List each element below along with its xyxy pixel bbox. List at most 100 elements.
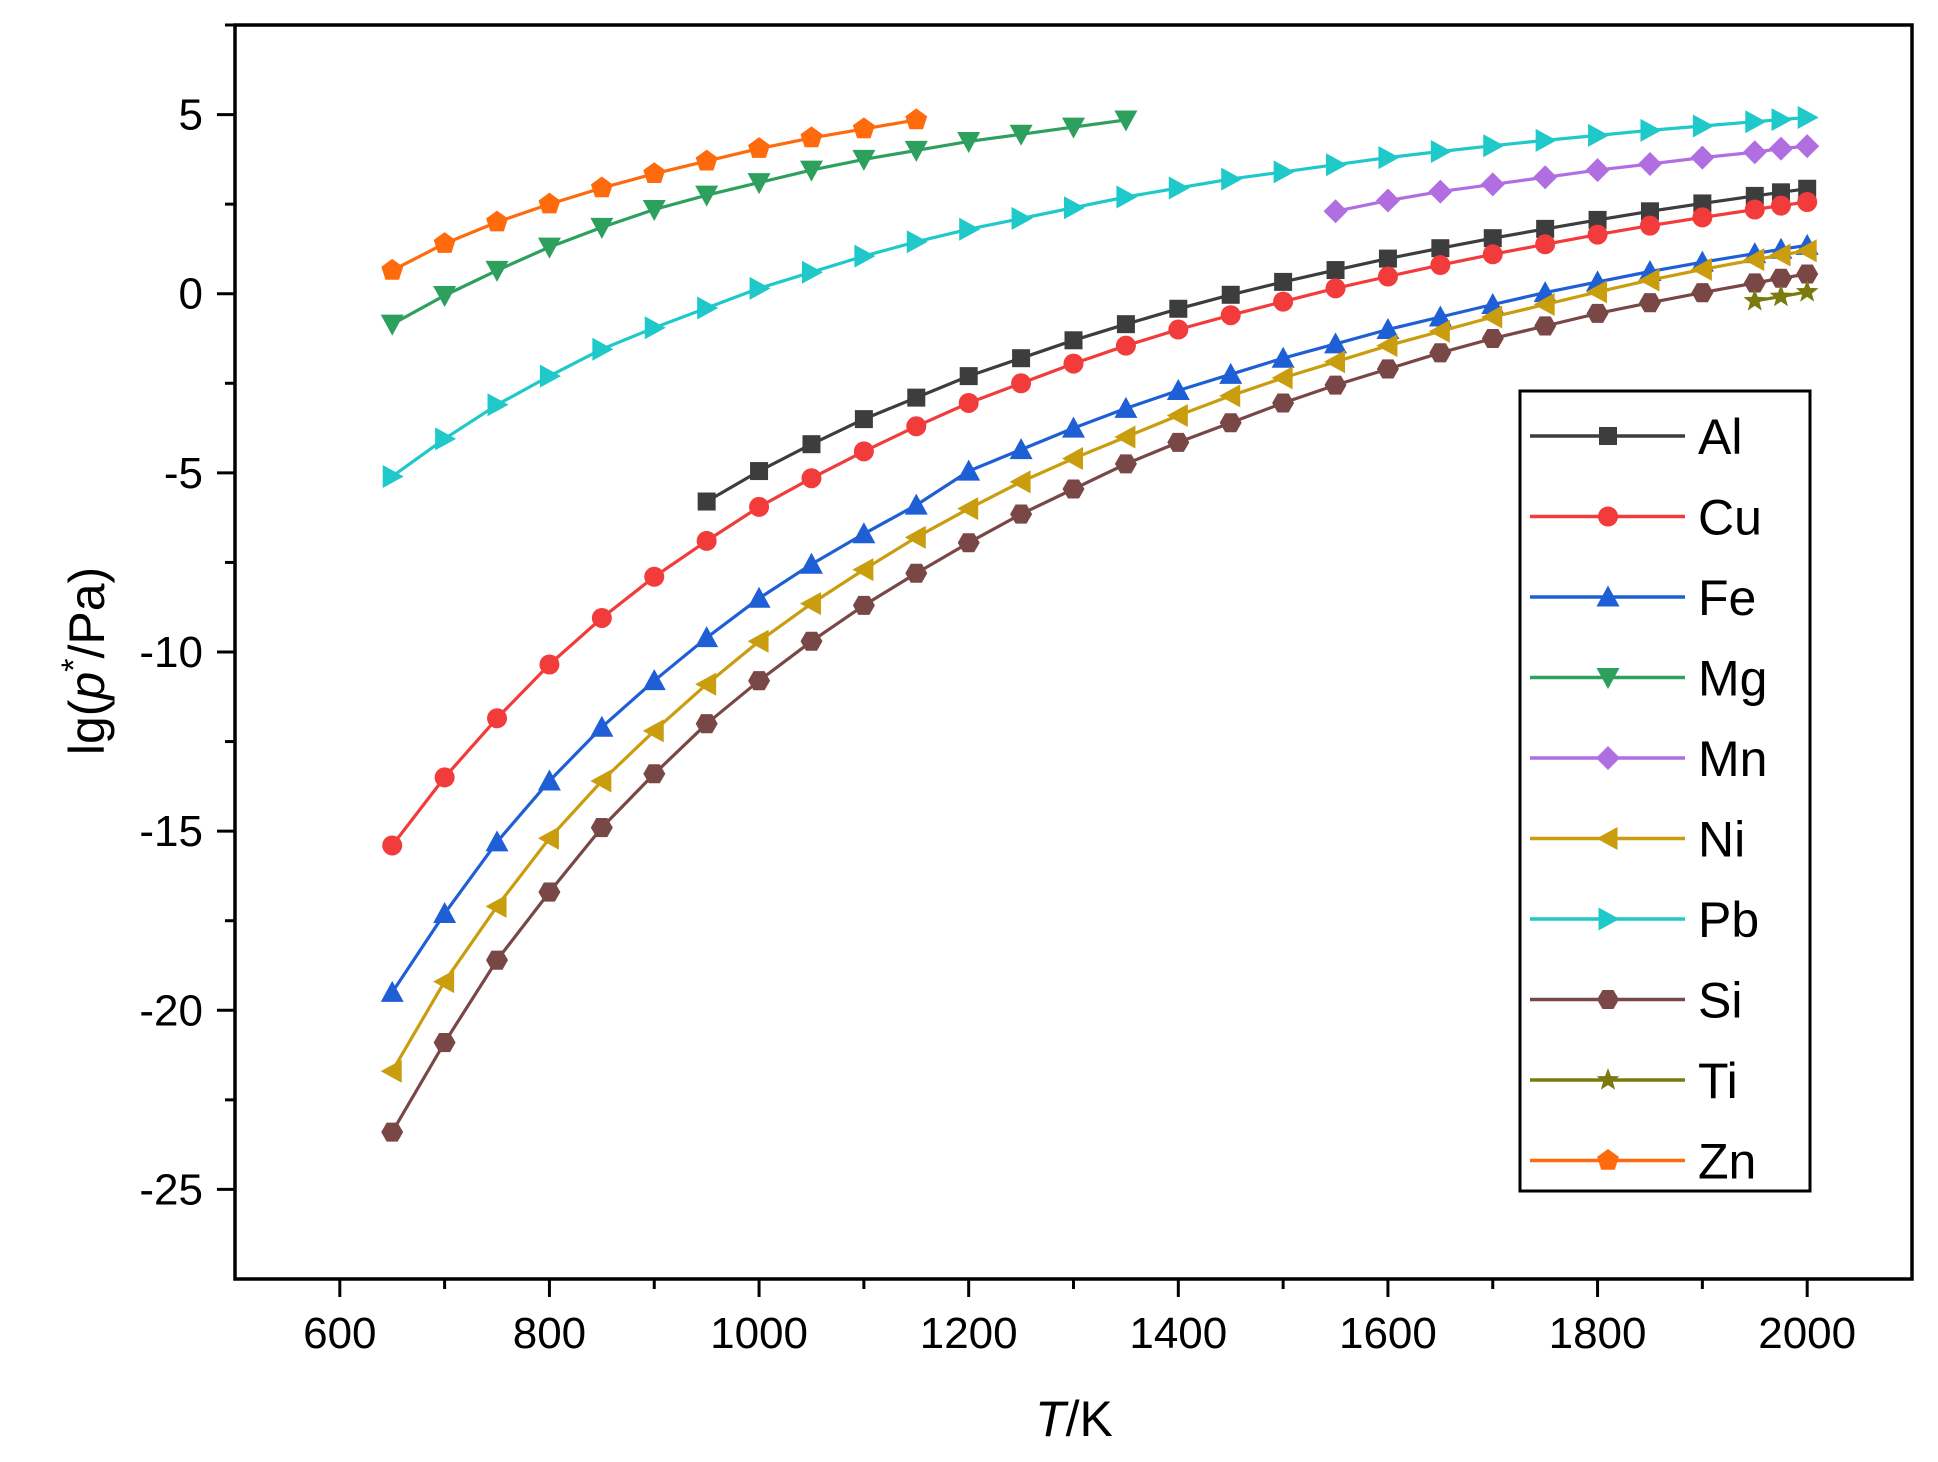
data-point-ni bbox=[485, 894, 507, 918]
data-point-al bbox=[1588, 210, 1607, 229]
legend-label-mg: Mg bbox=[1698, 651, 1767, 707]
data-point-fe bbox=[799, 552, 823, 574]
data-point-mg bbox=[1009, 124, 1033, 146]
data-point-ni bbox=[1062, 447, 1083, 471]
axes: 600 800 1000 1200 1400 1600 1800 2000 -25 -20 -15 -… bbox=[139, 23, 1914, 1358]
legend-label-pb: Pb bbox=[1698, 892, 1759, 948]
data-point-fe bbox=[433, 902, 457, 924]
data-point-pb bbox=[487, 393, 509, 417]
data-point-si bbox=[433, 1033, 456, 1053]
data-point-al bbox=[1012, 349, 1031, 368]
x-axis-title: T/K bbox=[1035, 1391, 1113, 1447]
data-point-pb bbox=[1588, 123, 1610, 147]
data-point-pb bbox=[854, 244, 876, 268]
data-point-al bbox=[1221, 285, 1240, 304]
data-point-mn bbox=[1375, 188, 1400, 213]
data-point-pb bbox=[1535, 128, 1557, 152]
data-point-si bbox=[852, 595, 875, 615]
data-point-mg bbox=[904, 140, 928, 162]
data-point-zn bbox=[433, 232, 456, 253]
data-point-ni bbox=[695, 672, 717, 696]
data-point-al bbox=[1431, 239, 1450, 258]
data-point-al bbox=[1064, 331, 1083, 350]
data-point-cu bbox=[1063, 353, 1084, 374]
legend-label-al: Al bbox=[1698, 409, 1742, 465]
data-point-al bbox=[1693, 194, 1712, 213]
data-point-pb bbox=[959, 217, 981, 241]
data-point-fe bbox=[1114, 396, 1138, 418]
legend-marker-ti bbox=[1596, 1068, 1620, 1090]
data-point-fe bbox=[904, 493, 928, 515]
data-point-fe bbox=[1376, 318, 1400, 340]
data-point-mg bbox=[433, 286, 457, 308]
data-point-ni bbox=[1533, 292, 1555, 316]
data-point-pb bbox=[1221, 167, 1243, 191]
data-point-cu bbox=[644, 566, 665, 587]
legend: Al Cu Fe Mg Mn Ni Pb Si Ti Zn bbox=[1518, 389, 1812, 1193]
data-point-fe bbox=[852, 522, 876, 544]
data-point-si bbox=[538, 882, 561, 902]
data-point-ni bbox=[590, 769, 612, 793]
data-point-fe bbox=[957, 459, 981, 481]
plot-area bbox=[380, 105, 1820, 1142]
data-point-al bbox=[1169, 299, 1188, 318]
legend-label-cu: Cu bbox=[1698, 490, 1762, 546]
data-point-fe bbox=[590, 715, 614, 737]
data-point-zn bbox=[486, 210, 508, 232]
data-point-al bbox=[750, 462, 769, 481]
legend-marker-pb bbox=[1598, 907, 1620, 931]
y-tick-label: -25 bbox=[139, 1165, 203, 1214]
data-point-pb bbox=[1116, 185, 1138, 209]
data-point-ni bbox=[852, 558, 874, 582]
data-point-cu bbox=[1325, 278, 1346, 299]
data-point-fe bbox=[1324, 332, 1348, 354]
data-point-si bbox=[1272, 393, 1295, 413]
data-point-si bbox=[800, 631, 823, 651]
data-point-si bbox=[1324, 375, 1347, 395]
data-point-mn bbox=[1585, 158, 1610, 183]
data-point-si bbox=[1429, 343, 1452, 363]
data-point-si bbox=[905, 563, 928, 583]
data-point-cu bbox=[591, 607, 612, 628]
legend-marker-ni bbox=[1596, 827, 1618, 850]
data-point-cu bbox=[1115, 335, 1136, 356]
data-point-mn bbox=[1480, 172, 1505, 197]
data-point-cu bbox=[434, 767, 455, 788]
data-point-al bbox=[1640, 202, 1659, 221]
data-point-cu bbox=[801, 468, 822, 489]
data-point-ni bbox=[1743, 248, 1765, 272]
data-point-mn bbox=[1637, 152, 1662, 177]
data-point-mg bbox=[695, 185, 719, 207]
data-point-ni bbox=[799, 592, 821, 616]
data-point-fe bbox=[1062, 416, 1085, 438]
data-point-pb bbox=[1483, 134, 1505, 158]
data-point-zn bbox=[643, 162, 666, 183]
data-point-pb bbox=[1011, 206, 1033, 230]
data-point-ni bbox=[433, 970, 455, 994]
data-point-al bbox=[854, 410, 873, 429]
data-point-mg bbox=[957, 131, 981, 153]
data-point-al bbox=[1326, 261, 1345, 280]
data-point-ni bbox=[1009, 470, 1031, 494]
series-fe bbox=[380, 233, 1819, 1002]
series-ni bbox=[380, 239, 1817, 1083]
data-point-cu bbox=[1011, 373, 1032, 394]
legend-item-al: Al bbox=[1530, 409, 1742, 465]
data-point-zn bbox=[800, 126, 823, 148]
data-point-al bbox=[802, 435, 821, 454]
data-point-ni bbox=[1428, 319, 1450, 343]
data-point-si bbox=[1010, 504, 1033, 524]
legend-marker-fe bbox=[1596, 585, 1620, 607]
data-point-cu bbox=[1377, 266, 1398, 287]
data-point-pb bbox=[1640, 118, 1662, 142]
data-point-fe bbox=[1428, 305, 1452, 327]
legend-label-si: Si bbox=[1698, 973, 1742, 1029]
x-tick-label: 800 bbox=[513, 1309, 586, 1358]
data-point-pb bbox=[1273, 160, 1295, 184]
legend-box bbox=[1518, 389, 1812, 1193]
data-point-pb bbox=[906, 230, 928, 254]
data-point-mn bbox=[1768, 136, 1793, 161]
legend-item-pb: Pb bbox=[1530, 892, 1759, 948]
data-point-si bbox=[748, 671, 771, 691]
series-zn bbox=[381, 108, 928, 280]
